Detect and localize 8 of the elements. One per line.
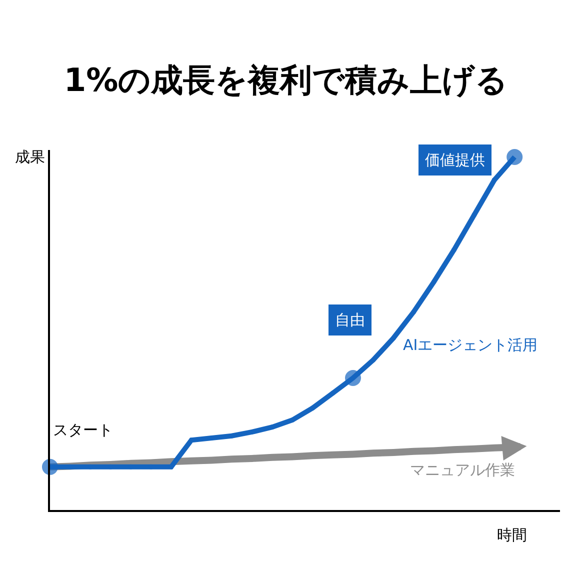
legend-label: マニュアル作業 xyxy=(410,461,515,479)
chart-title: 1%の成長を複利で積み上げる xyxy=(64,61,508,100)
annotation: 自由 xyxy=(335,311,365,329)
series-label: AIエージェント活用 xyxy=(403,336,538,354)
y-axis-title: 成果 xyxy=(15,148,45,166)
x-axis-title: 時間 xyxy=(497,526,527,544)
annotation: スタート xyxy=(53,421,113,439)
annotation: 価値提供 xyxy=(425,151,485,169)
